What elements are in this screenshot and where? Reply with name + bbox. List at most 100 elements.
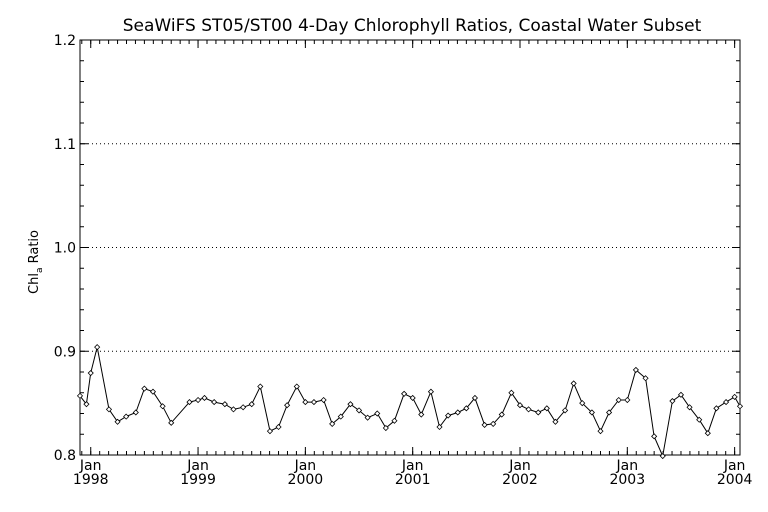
data-point (418, 411, 425, 418)
data-point (409, 394, 416, 402)
y-tick-label: 1.0 (54, 241, 76, 257)
y-tick-label: 1.1 (54, 137, 76, 153)
data-point (87, 369, 94, 377)
data-point (221, 401, 228, 408)
data-point (677, 391, 685, 398)
chart-title: SeaWiFS ST05/ST00 4-Day Chlorophyll Rati… (123, 16, 702, 36)
data-point (337, 413, 344, 420)
data-point (471, 394, 478, 402)
data-point (606, 409, 613, 416)
series-line (79, 346, 741, 458)
data-point (669, 397, 676, 405)
data-point (632, 366, 639, 373)
data-point (355, 407, 363, 414)
data-point (114, 418, 121, 425)
data-point (436, 423, 443, 431)
data-point (76, 392, 84, 399)
data-point (562, 407, 569, 414)
data-point (211, 399, 218, 406)
data-point (659, 452, 666, 460)
y-tick-label: 0.8 (54, 448, 76, 464)
data-point (194, 396, 202, 404)
data-point (651, 433, 658, 440)
data-point (624, 396, 631, 404)
data-point (490, 420, 497, 427)
series-group (76, 344, 744, 460)
data-point (230, 406, 237, 413)
x-tick-label-month: Jan (401, 458, 424, 474)
x-tick-label-year: 2002 (502, 472, 538, 488)
data-point (310, 399, 318, 406)
data-point (696, 416, 703, 423)
data-point (168, 419, 175, 426)
y-axis-label-suffix: Ratio (27, 230, 42, 268)
data-point (579, 400, 586, 407)
data-point (535, 409, 542, 416)
x-tick-label-year: 2000 (288, 472, 324, 488)
data-point (543, 405, 550, 412)
data-point (132, 409, 139, 416)
data-point (686, 404, 693, 411)
y-axis-label-subscript: a (35, 268, 45, 274)
data-point (401, 390, 408, 397)
data-point (642, 375, 649, 382)
data-point (302, 399, 309, 406)
data-point (615, 396, 622, 404)
data-point (382, 424, 389, 432)
data-point (570, 380, 577, 387)
data-point (713, 405, 720, 412)
data-point (329, 420, 336, 427)
data-point (159, 403, 166, 410)
data-point (498, 411, 505, 418)
x-tick-label-year: 1998 (73, 472, 109, 488)
grid-lines (80, 143, 740, 352)
data-point (516, 402, 524, 409)
y-tick-labels: 0.8 0.9 1.0 1.1 1.2 (54, 33, 76, 464)
x-tick-label-year: 2004 (717, 472, 753, 488)
data-point (123, 413, 130, 420)
x-tick-labels: Jan1998Jan1999Jan2000Jan2001Jan2002Jan20… (73, 458, 753, 488)
data-point (149, 388, 157, 395)
data-point (364, 414, 371, 421)
x-tick-label-month: Jan (79, 458, 102, 474)
data-point (463, 405, 470, 412)
data-point (445, 412, 452, 419)
y-axis-label: Chla Ratio (27, 230, 45, 294)
data-point (248, 401, 255, 408)
data-point (552, 418, 559, 425)
y-tick-label: 0.9 (54, 344, 76, 360)
data-point (454, 409, 461, 416)
data-point (293, 383, 300, 390)
data-point (83, 401, 90, 408)
data-point (201, 394, 208, 402)
axes (79, 39, 741, 456)
x-tick-label-month: Jan (616, 458, 639, 474)
y-axis-label-main: Chl (27, 273, 42, 294)
data-point (347, 401, 354, 408)
data-point (427, 388, 434, 395)
data-point (141, 385, 148, 392)
data-point (105, 406, 113, 413)
data-point (320, 396, 327, 404)
data-point (284, 402, 291, 409)
data-point (266, 428, 274, 435)
data-point (704, 430, 711, 437)
data-point (736, 403, 744, 410)
y-tick-label: 1.2 (54, 33, 76, 49)
x-tick-label-year: 2003 (609, 472, 645, 488)
data-point (94, 344, 101, 351)
data-point (240, 404, 247, 411)
x-tick-label-month: Jan (186, 458, 209, 474)
x-tick-label-year: 2001 (395, 472, 431, 488)
data-point (374, 410, 381, 417)
data-point (731, 393, 738, 400)
data-point (257, 383, 264, 390)
data-point (597, 428, 604, 435)
data-point (481, 421, 488, 428)
x-tick-label-month: Jan (294, 458, 317, 474)
data-point (588, 409, 595, 416)
data-point (722, 399, 730, 406)
data-point (186, 399, 193, 406)
